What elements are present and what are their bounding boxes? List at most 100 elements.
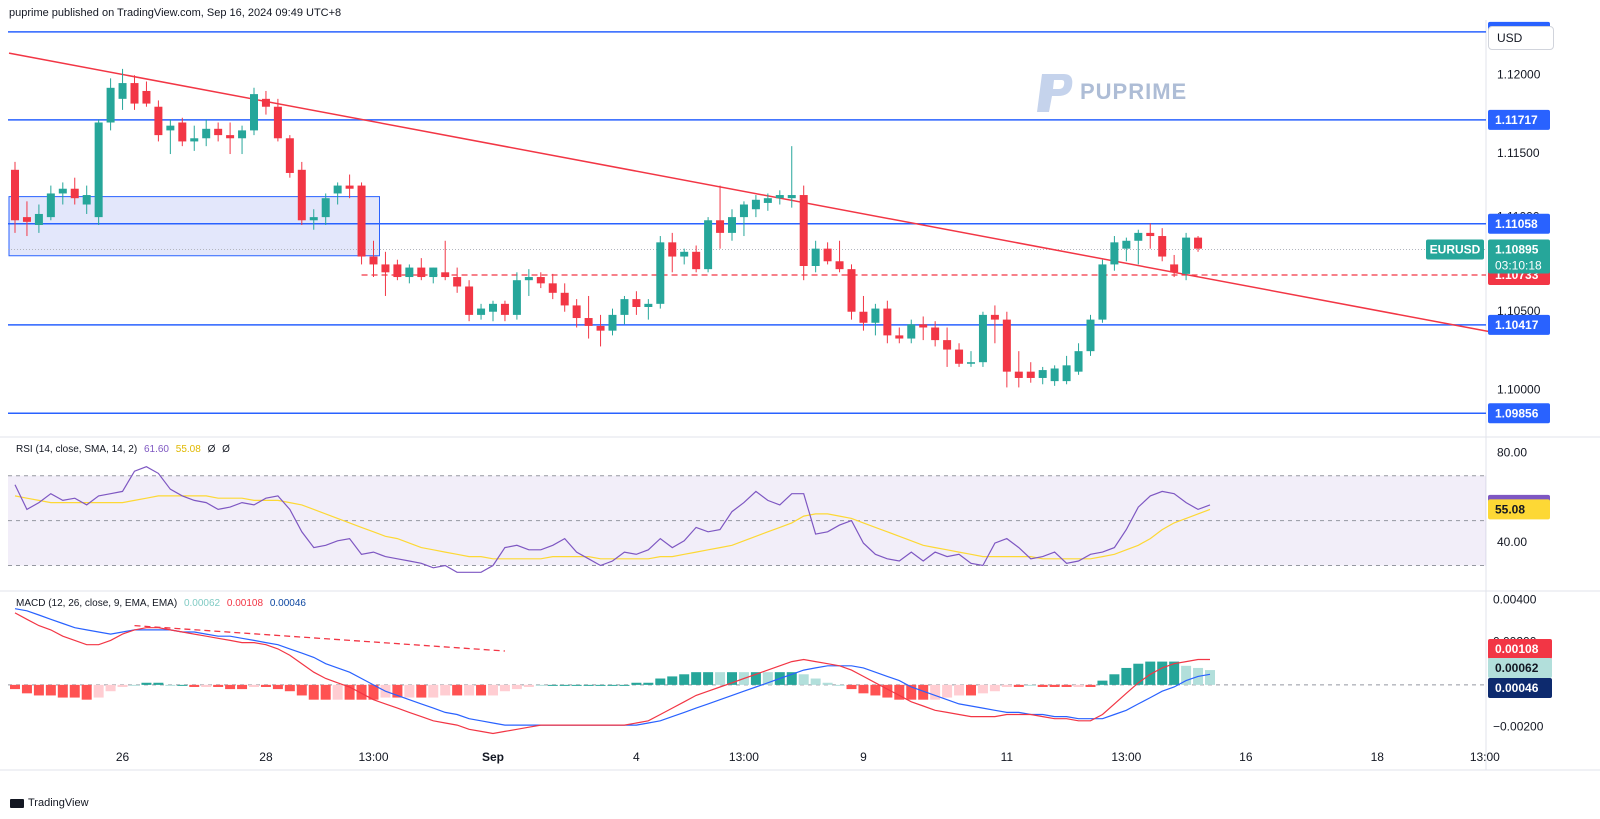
macd-histogram-bar <box>834 684 845 686</box>
candle-body <box>692 251 701 270</box>
candle-body <box>656 242 665 304</box>
macd-histogram-bar <box>1121 667 1132 685</box>
candle-body <box>1026 371 1035 378</box>
candle-body <box>94 122 103 218</box>
time-tick-label: 13:00 <box>1470 750 1500 764</box>
price-tick-label: 1.10500 <box>1497 304 1541 318</box>
macd-histogram-bar <box>284 684 295 692</box>
symbol-tag: EURUSD <box>1430 243 1481 257</box>
macd-histogram-bar <box>1205 670 1215 685</box>
candle-body <box>871 308 880 323</box>
candle-body <box>596 325 605 331</box>
macd-histogram-bar <box>786 672 797 685</box>
macd-legend-histogram: 0.00062 <box>183 598 221 609</box>
macd-histogram-bar <box>1145 661 1156 685</box>
candle-body <box>883 308 892 336</box>
candle-body <box>704 220 713 270</box>
candle-body <box>58 188 67 194</box>
candle-body <box>441 272 450 278</box>
candle-body <box>166 125 175 131</box>
macd-value-tag: 0.00108 <box>1495 642 1539 656</box>
macd-pane <box>8 608 1486 735</box>
price-tick-label: 1.10000 <box>1497 383 1541 397</box>
macd-histogram-bar <box>810 678 821 685</box>
candle-body <box>811 248 820 266</box>
candle-body <box>775 195 784 199</box>
candle-body <box>309 217 318 221</box>
candle-body <box>644 303 653 307</box>
candle-body <box>584 318 593 326</box>
candle-body <box>823 248 832 262</box>
macd-line <box>14 612 1210 735</box>
candle-body <box>1194 237 1203 249</box>
level-price-tag: 1.11717 <box>1495 113 1538 127</box>
macd-histogram-bar <box>942 684 953 698</box>
rsi-legend-title: RSI (14, close, SMA, 14, 2) <box>16 444 138 455</box>
candle-body <box>190 138 199 142</box>
candle-body <box>1122 240 1131 249</box>
candle-body <box>728 217 736 233</box>
macd-histogram-bar <box>655 678 666 685</box>
candle-body <box>1038 370 1047 378</box>
time-tick-label: 18 <box>1371 750 1385 764</box>
candle-body <box>955 349 964 364</box>
candle-body <box>34 213 43 225</box>
candle-body <box>1014 371 1023 378</box>
macd-histogram-bar <box>966 684 976 696</box>
rsi-line <box>14 466 1211 573</box>
level-price-tag-bg <box>1488 403 1550 424</box>
macd-histogram-bar <box>296 684 307 696</box>
price-pane <box>8 31 1497 415</box>
macd-histogram-bar <box>1061 684 1072 687</box>
macd-histogram-bar <box>559 684 570 686</box>
macd-histogram-bar <box>213 684 224 687</box>
candle-body <box>787 195 796 199</box>
support-zone <box>8 196 380 257</box>
currency-selector-button[interactable]: USD <box>1488 26 1554 50</box>
macd-histogram-bar <box>10 684 20 690</box>
macd-histogram-bar <box>165 684 176 686</box>
price-tick-label: 1.11500 <box>1497 146 1540 160</box>
candle-body <box>1062 365 1071 382</box>
rsi-tick-label: 40.00 <box>1497 535 1527 549</box>
rsi-pane <box>8 466 1486 573</box>
macd-histogram-bar <box>1109 674 1120 685</box>
macd-histogram-bar <box>858 684 869 694</box>
macd-histogram-bar <box>416 684 427 698</box>
candle-body <box>22 217 31 222</box>
macd-histogram-bar <box>69 684 80 698</box>
candle-body <box>357 185 366 257</box>
candle-body <box>238 130 247 139</box>
candle-body <box>799 195 808 266</box>
candle-body <box>931 327 940 341</box>
macd-histogram-bar <box>918 684 929 700</box>
candle-body <box>512 280 521 315</box>
tradingview-footer[interactable]: TradingView <box>10 797 89 809</box>
time-tick-label: 9 <box>860 750 867 764</box>
macd-histogram-bar <box>476 684 487 696</box>
candle-body <box>978 314 987 363</box>
macd-histogram-bar <box>129 684 140 686</box>
macd-histogram-bar <box>870 684 881 696</box>
candle-body <box>118 83 127 99</box>
macd-histogram-tag-bg <box>1488 658 1552 678</box>
macd-histogram-bar <box>1073 684 1084 687</box>
macd-histogram-bar <box>679 674 690 685</box>
candle-body <box>154 106 163 136</box>
macd-histogram-bar <box>260 684 271 687</box>
macd-histogram-bar <box>523 684 534 687</box>
macd-histogram-bar <box>368 684 379 700</box>
macd-histogram-bar <box>1025 684 1036 686</box>
candle-body <box>1074 351 1083 372</box>
macd-legend-title: MACD (12, 26, close, 9, EMA, EMA) <box>16 598 178 609</box>
macd-histogram-bar <box>607 684 618 686</box>
macd-histogram-tag: 0.00062 <box>1495 661 1539 675</box>
candle-body <box>895 335 904 339</box>
candle-body <box>1170 264 1179 273</box>
macd-histogram-bar <box>332 684 343 700</box>
candle-body <box>46 193 55 218</box>
level-price-tag: 1.11058 <box>1495 217 1538 231</box>
brand-name: PUPRIME <box>1080 79 1188 104</box>
macd-histogram-bar <box>619 684 630 686</box>
